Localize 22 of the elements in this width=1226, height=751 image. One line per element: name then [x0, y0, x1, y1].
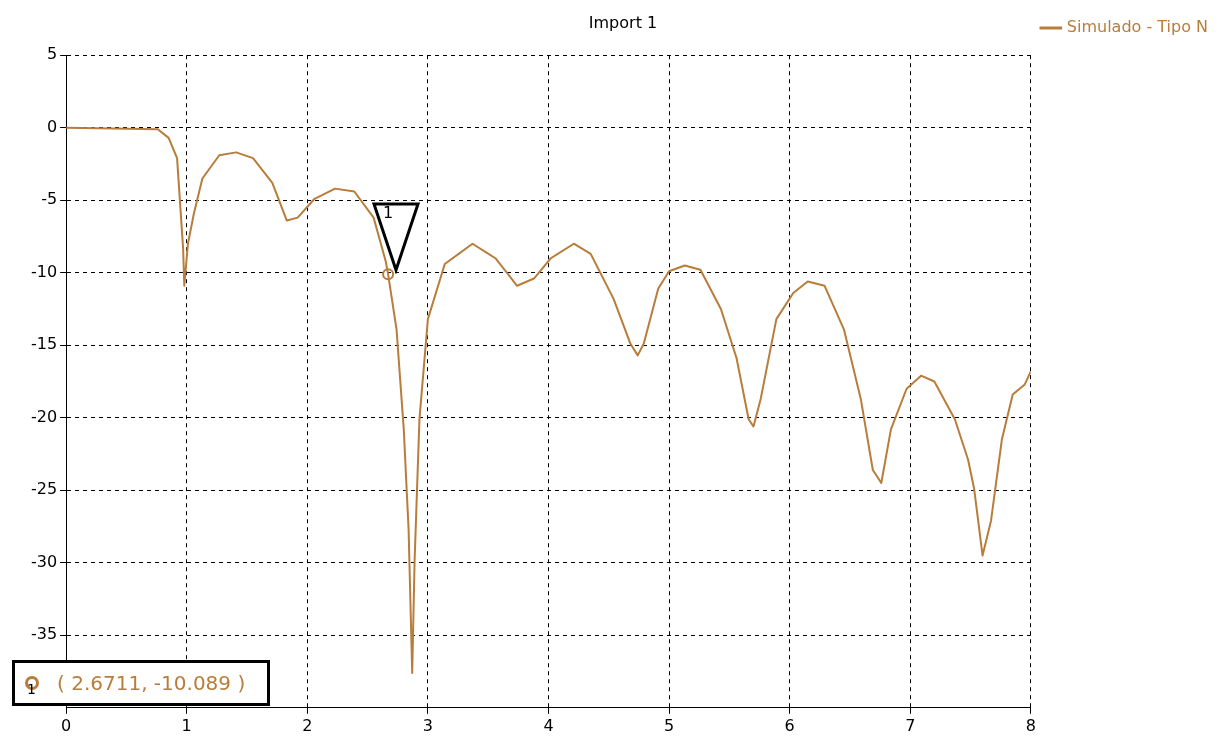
x-tick-label: 2 — [302, 715, 313, 735]
y-tick-label: -30 — [30, 551, 58, 571]
y-tick-label: -35 — [30, 624, 58, 644]
x-tick-label: 3 — [422, 715, 433, 735]
y-tick-label: -20 — [30, 406, 58, 426]
x-tick-label: 6 — [784, 715, 795, 735]
x-tick-label: 0 — [61, 715, 72, 735]
x-tick-label: 5 — [663, 715, 675, 735]
x-tick-label: 7 — [905, 715, 916, 735]
y-tick-label: -5 — [41, 189, 58, 209]
y-tick-label: 5 — [46, 44, 58, 64]
y-tick-label: -10 — [30, 261, 58, 281]
chart-title: Import 1 — [588, 12, 658, 32]
x-tick-label: 4 — [543, 715, 554, 735]
y-tick-label: -15 — [30, 334, 58, 354]
x-tick-label: 8 — [1025, 715, 1036, 735]
legend-label: Simulado - Tipo N — [1066, 17, 1209, 37]
y-tick-label: 0 — [46, 116, 58, 136]
y-tick-label: -25 — [30, 479, 58, 499]
annotation: 1 — [383, 203, 394, 223]
annotation: ( 2.6711, -10.089 ) — [57, 671, 246, 695]
x-tick-label: 1 — [181, 715, 192, 735]
